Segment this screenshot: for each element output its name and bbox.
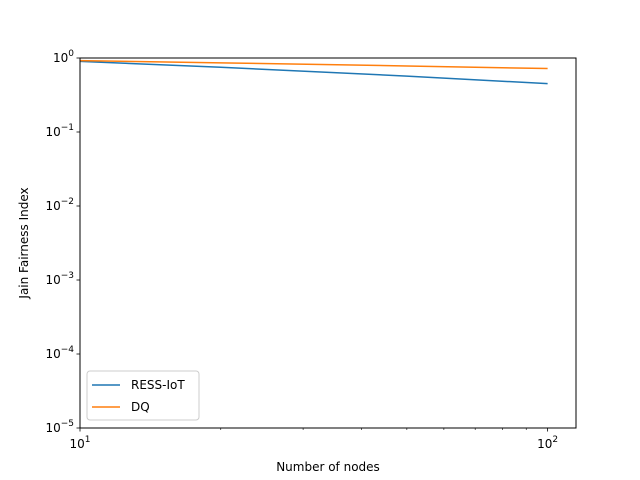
plot-area xyxy=(80,58,576,428)
plot-frame xyxy=(79,57,577,429)
series-line-2 xyxy=(79,59,548,70)
y-tick-label: 10−1 xyxy=(45,123,74,139)
y-axis-label: Jain Fairness Index xyxy=(17,187,31,299)
y-tick-label: 10−5 xyxy=(45,419,74,435)
y-tick-label: 100 xyxy=(53,49,74,65)
x-axis-ticks: 101 102 xyxy=(69,428,558,451)
legend-label: RESS-IoT xyxy=(131,378,185,392)
y-axis-ticks: 100 10−1 10−2 10−3 10−4 10−5 xyxy=(45,49,80,435)
y-tick-label: 10−3 xyxy=(45,271,74,287)
y-tick-label: 10−4 xyxy=(45,345,74,361)
y-tick-label: 10−2 xyxy=(45,197,74,213)
series-line-1 xyxy=(79,60,548,85)
legend-label: DQ xyxy=(131,400,150,414)
legend: RESS-IoT DQ xyxy=(86,370,200,421)
x-axis-label: Number of nodes xyxy=(276,460,380,474)
x-tick-label: 101 xyxy=(69,435,90,451)
series-lines xyxy=(79,59,548,85)
x-tick-label: 102 xyxy=(537,435,558,451)
